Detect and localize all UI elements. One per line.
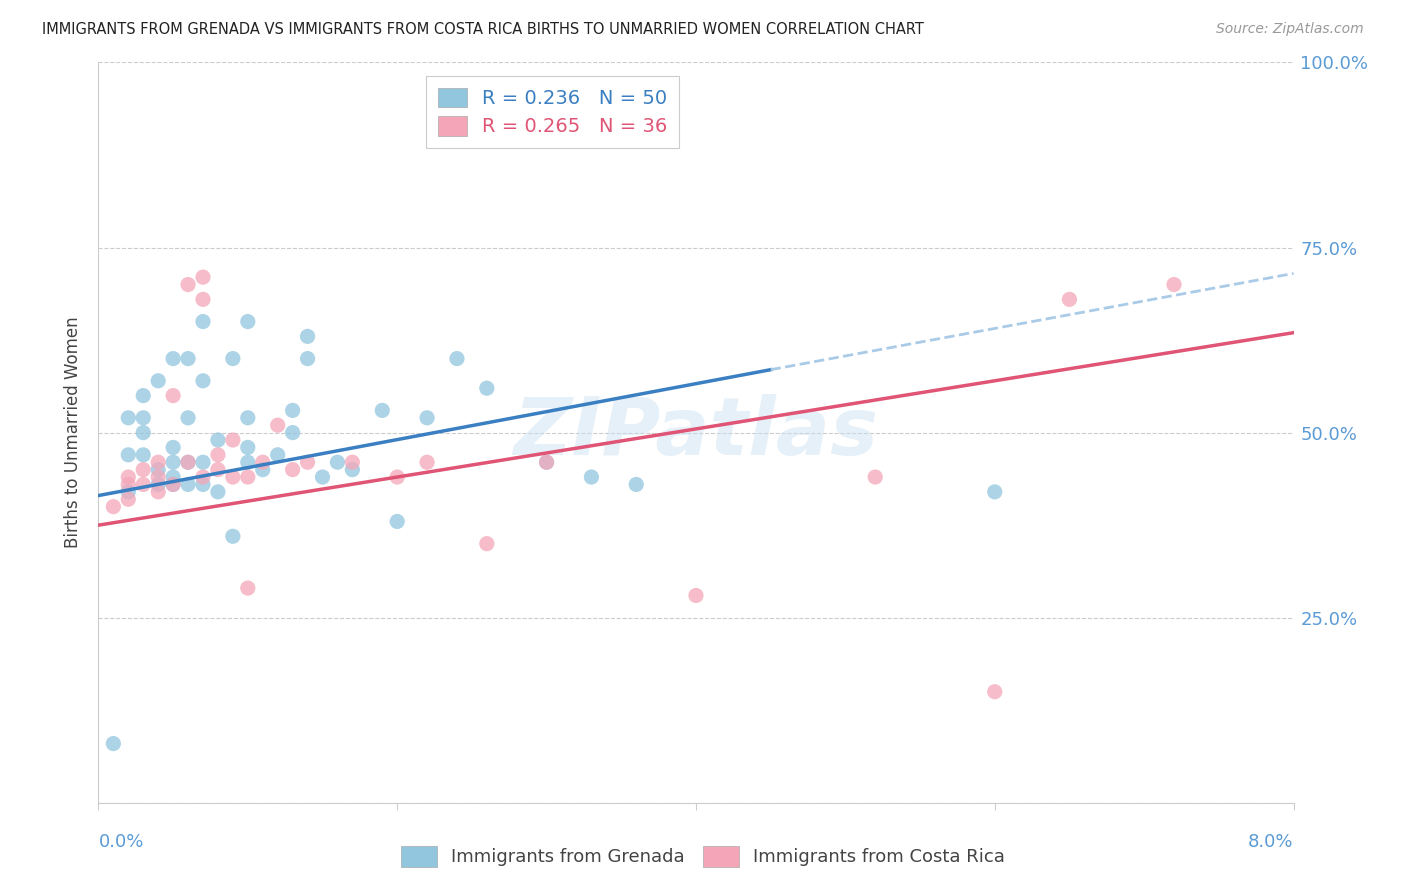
Point <box>132 477 155 491</box>
Point <box>536 455 558 469</box>
Point <box>1059 293 1081 307</box>
Point <box>191 470 214 484</box>
Point <box>162 455 184 469</box>
Point <box>371 403 394 417</box>
Point <box>297 455 319 469</box>
Point <box>416 410 439 425</box>
Point <box>984 685 1007 699</box>
Point <box>222 529 245 543</box>
Point <box>191 270 214 285</box>
Point <box>132 425 155 440</box>
Point <box>326 455 349 469</box>
Point <box>267 418 290 433</box>
Point <box>385 470 409 484</box>
Point <box>865 470 887 484</box>
Point <box>236 470 259 484</box>
Text: ZIPatlas: ZIPatlas <box>513 393 879 472</box>
Point <box>581 470 603 484</box>
Point <box>162 351 184 366</box>
Point <box>222 433 245 447</box>
Point <box>103 737 125 751</box>
Point <box>117 492 139 507</box>
Point <box>177 455 200 469</box>
Point <box>342 462 364 476</box>
Point <box>222 470 245 484</box>
Point <box>385 515 409 529</box>
Point <box>207 448 229 462</box>
Point <box>1163 277 1185 292</box>
Point <box>207 433 229 447</box>
Point <box>117 448 139 462</box>
Point <box>191 374 214 388</box>
Point <box>984 484 1007 499</box>
Point <box>342 455 364 469</box>
Point <box>148 455 170 469</box>
Point <box>148 484 170 499</box>
Point <box>222 351 245 366</box>
Text: 8.0%: 8.0% <box>1249 833 1294 851</box>
Point <box>148 470 170 484</box>
Point <box>236 455 259 469</box>
Point <box>177 351 200 366</box>
Point <box>162 470 184 484</box>
Point <box>148 462 170 476</box>
Text: IMMIGRANTS FROM GRENADA VS IMMIGRANTS FROM COSTA RICA BIRTHS TO UNMARRIED WOMEN : IMMIGRANTS FROM GRENADA VS IMMIGRANTS FR… <box>42 22 924 37</box>
Point <box>297 351 319 366</box>
Point <box>207 462 229 476</box>
Y-axis label: Births to Unmarried Women: Births to Unmarried Women <box>63 317 82 549</box>
Point <box>446 351 468 366</box>
Point <box>236 410 259 425</box>
Point <box>132 410 155 425</box>
Point <box>311 470 333 484</box>
Point <box>177 410 200 425</box>
Legend: Immigrants from Grenada, Immigrants from Costa Rica: Immigrants from Grenada, Immigrants from… <box>394 838 1012 874</box>
Point <box>177 277 200 292</box>
Point <box>148 374 170 388</box>
Point <box>191 293 214 307</box>
Point <box>117 470 139 484</box>
Point <box>162 441 184 455</box>
Point <box>103 500 125 514</box>
Point <box>236 441 259 455</box>
Point <box>685 589 707 603</box>
Point <box>162 388 184 402</box>
Point <box>281 425 304 440</box>
Point <box>132 448 155 462</box>
Point <box>281 403 304 417</box>
Legend: R = 0.236   N = 50, R = 0.265   N = 36: R = 0.236 N = 50, R = 0.265 N = 36 <box>426 76 679 148</box>
Point <box>117 484 139 499</box>
Point <box>132 388 155 402</box>
Point <box>117 477 139 491</box>
Point <box>236 581 259 595</box>
Point <box>177 455 200 469</box>
Point <box>148 477 170 491</box>
Point <box>132 462 155 476</box>
Point <box>207 484 229 499</box>
Point <box>626 477 648 491</box>
Text: 0.0%: 0.0% <box>98 833 143 851</box>
Point <box>297 329 319 343</box>
Point <box>252 455 274 469</box>
Text: Source: ZipAtlas.com: Source: ZipAtlas.com <box>1216 22 1364 37</box>
Point <box>416 455 439 469</box>
Point <box>177 477 200 491</box>
Point <box>281 462 304 476</box>
Point <box>252 462 274 476</box>
Point <box>117 410 139 425</box>
Point <box>475 536 498 550</box>
Point <box>162 477 184 491</box>
Point <box>162 477 184 491</box>
Point <box>191 314 214 328</box>
Point <box>267 448 290 462</box>
Point <box>236 314 259 328</box>
Point <box>191 455 214 469</box>
Point <box>475 381 498 395</box>
Point <box>536 455 558 469</box>
Point <box>191 477 214 491</box>
